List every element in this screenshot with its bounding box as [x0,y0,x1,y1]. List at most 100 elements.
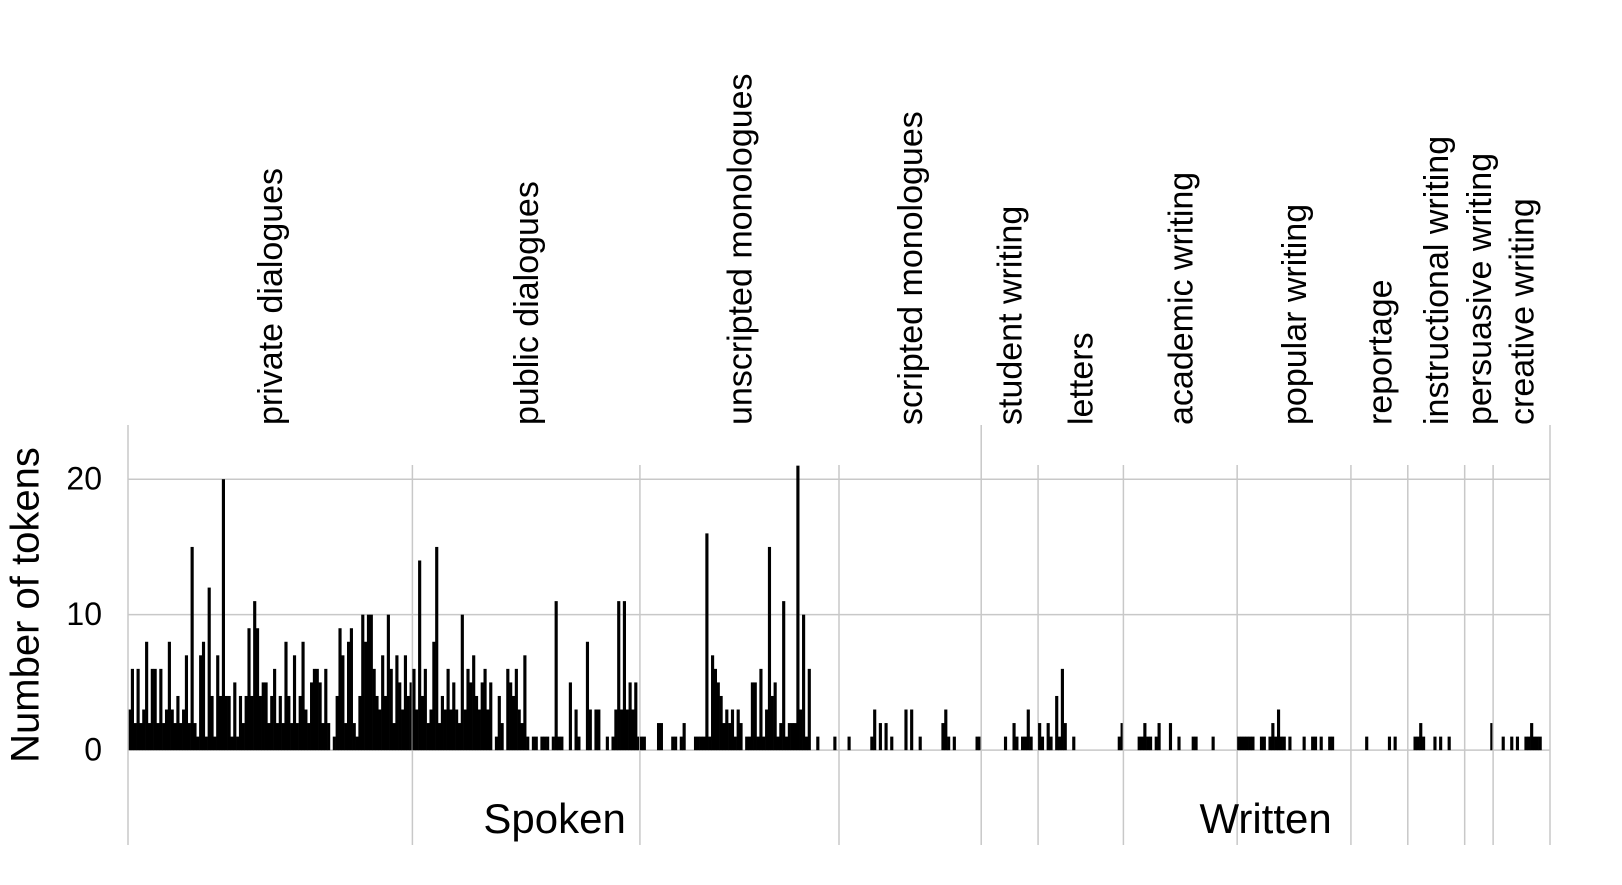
bar [656,723,661,751]
bar [207,587,211,751]
bar [594,709,598,751]
bar [750,682,754,751]
bar [432,641,436,751]
bar [474,695,479,751]
group-label: academic writing [1162,172,1200,425]
bar [511,695,516,751]
bar [1143,723,1147,751]
bar [719,695,723,751]
bar [1177,736,1181,751]
bar [477,709,481,751]
bar [767,546,772,751]
bar [776,736,780,751]
bar [1319,736,1323,751]
bar [361,614,365,751]
bar [349,628,353,751]
bar [472,655,476,751]
bar [1040,736,1045,751]
bar [147,723,152,751]
bar [1012,723,1016,751]
bar [1117,736,1121,751]
bar [332,736,336,751]
bar [1279,736,1283,751]
bar [130,668,134,751]
bar [705,533,709,751]
bar [557,736,561,751]
bar [1063,723,1067,751]
bar [358,695,362,751]
bar [1055,695,1059,751]
bar [605,736,609,751]
bar [338,628,342,751]
bar [437,723,442,751]
bar [1439,736,1443,751]
bar [415,709,419,751]
bar [156,723,160,751]
bar [199,655,203,751]
bar [628,682,632,751]
bar [1515,736,1520,751]
bar [369,614,373,751]
bar [423,668,427,751]
bar [1191,736,1195,751]
bar [1535,736,1539,751]
bar [1524,736,1528,751]
bar [1393,736,1397,751]
bar [392,723,396,751]
bar [847,736,851,751]
bar [230,736,234,751]
bar [204,736,208,751]
bar [543,736,547,751]
bar [395,655,399,751]
bar [460,614,464,751]
mode-label: Spoken [483,795,625,842]
bar [398,682,402,751]
bar [890,736,894,751]
bar [708,736,712,751]
bar [1532,736,1537,751]
bar [1262,736,1266,751]
bar [344,723,348,751]
bar [952,736,956,751]
bar [574,709,578,751]
bar [733,736,737,751]
bar [1274,736,1278,751]
bar [540,736,544,751]
bar [1140,736,1144,751]
bar [1245,736,1249,751]
bar [469,682,473,751]
bar [642,736,646,751]
bar [1413,736,1417,751]
bar [261,682,265,751]
bar [295,723,299,751]
bar [1029,736,1033,751]
bar [264,682,268,751]
group-label: letters [1063,332,1101,425]
group-label: popular writing [1276,204,1314,425]
bar [699,736,703,751]
bar [514,668,518,751]
bar [816,736,820,751]
bar [321,723,325,751]
bar [483,668,487,751]
bar [1251,736,1255,751]
bar [164,709,169,751]
bar [736,709,740,751]
bar [904,709,908,751]
bar [406,695,410,751]
bar [1447,736,1451,751]
bar [386,614,390,751]
bar [941,723,945,751]
bar [1240,736,1244,751]
bar [352,723,356,751]
bar [136,668,140,751]
bar [1046,723,1050,751]
bar [238,695,243,751]
bar [878,723,882,751]
y-tick-label: 20 [66,461,102,497]
bar [722,723,726,751]
bar [784,736,789,751]
bar [975,736,979,751]
group-label: instructional writing [1418,136,1456,425]
group-label: student writing [992,206,1030,425]
